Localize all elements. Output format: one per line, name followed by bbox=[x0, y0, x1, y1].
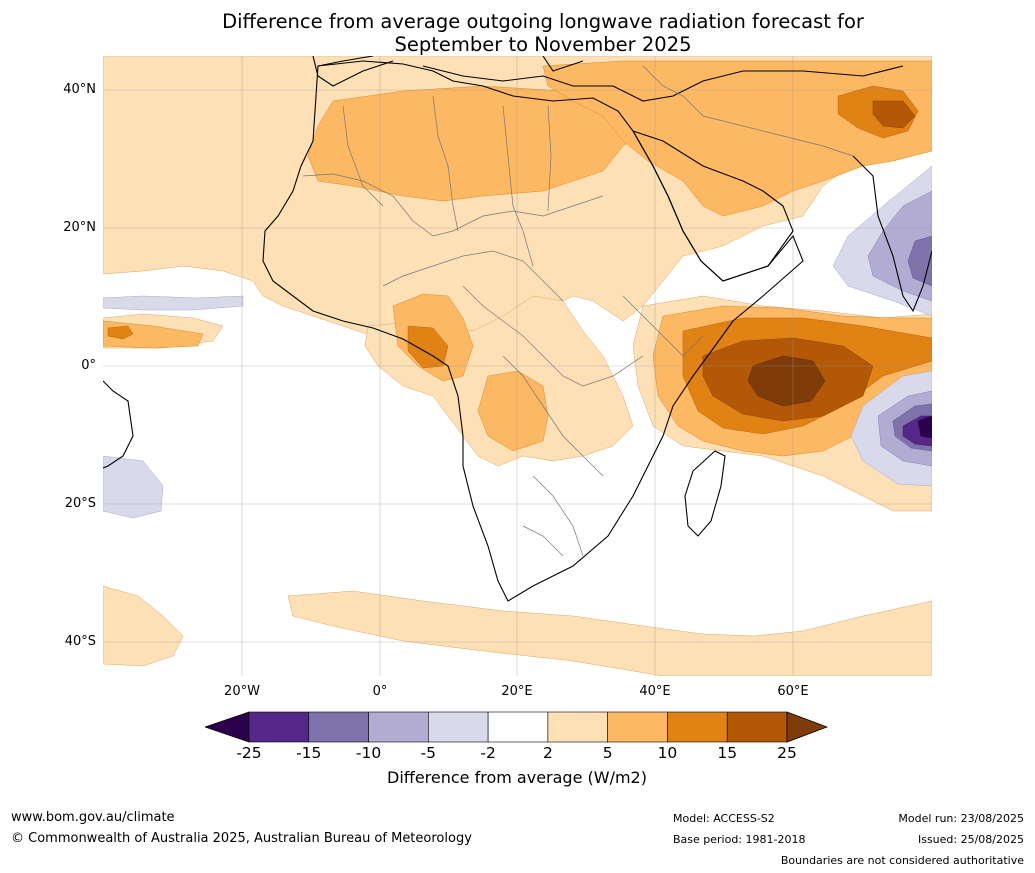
colorbar-swatch bbox=[428, 711, 489, 743]
anomaly-region-southwest-atlantic bbox=[103, 585, 184, 667]
lon-label-60e: 60°E bbox=[777, 684, 809, 699]
colorbar-swatch bbox=[368, 711, 429, 743]
south-america-coastline bbox=[103, 380, 134, 469]
graticule bbox=[103, 56, 932, 676]
footer-issued: Issued: 25/08/2025 bbox=[917, 833, 1024, 846]
title-line-1: Difference from average outgoing longwav… bbox=[222, 10, 864, 33]
lat-label-40n: 40°N bbox=[63, 82, 96, 97]
arabia-coastline bbox=[631, 130, 794, 282]
anomaly-region-equatorial-atlantic-core bbox=[107, 325, 134, 340]
lon-label-40e: 40°E bbox=[639, 684, 671, 699]
colorbar-swatch bbox=[547, 711, 608, 743]
colorbar-extension-low bbox=[203, 711, 250, 743]
colorbar-tick-label: -25 bbox=[236, 744, 262, 762]
title-line-2: September to November 2025 bbox=[394, 33, 692, 56]
map-canvas bbox=[103, 56, 932, 676]
colorbar-swatch bbox=[726, 711, 788, 743]
anomaly-region-extreme-negative bbox=[917, 415, 932, 439]
anomaly-region-iran-core bbox=[872, 100, 916, 129]
colorbar-tick-label: 10 bbox=[657, 744, 678, 762]
colorbar-tick-label: 5 bbox=[602, 744, 613, 762]
footer-base-period: Base period: 1981-2018 bbox=[673, 833, 806, 846]
map-title: Difference from average outgoing longwav… bbox=[0, 10, 1035, 56]
colorbar-tick-label: -2 bbox=[480, 744, 496, 762]
olr-anomaly-map bbox=[103, 56, 932, 676]
colorbar-tick-label: -15 bbox=[296, 744, 322, 762]
lat-label-20n: 20°N bbox=[63, 220, 96, 235]
footer-model: Model: ACCESS-S2 bbox=[673, 812, 775, 825]
lon-label-0: 0° bbox=[372, 684, 388, 699]
europe-coastline bbox=[312, 56, 584, 87]
footer-copyright: © Commonwealth of Australia 2025, Austra… bbox=[11, 831, 472, 846]
colorbar-swatch bbox=[248, 711, 310, 743]
colorbar-svg bbox=[203, 711, 829, 743]
mediterranean-coastline bbox=[317, 56, 904, 102]
footer-disclaimer: Boundaries are not considered authoritat… bbox=[780, 854, 1024, 867]
lat-label-20s: 20°S bbox=[64, 496, 96, 511]
country-borders bbox=[302, 65, 854, 557]
lat-label-equator: 0° bbox=[81, 358, 96, 373]
anomaly-region-west-african-coast bbox=[103, 295, 244, 311]
colorbar-swatch bbox=[308, 711, 369, 743]
lon-label-20e: 20°E bbox=[501, 684, 533, 699]
colorbar-label: Difference from average (W/m2) bbox=[387, 768, 647, 787]
footer-model-run: Model run: 23/08/2025 bbox=[898, 812, 1024, 825]
lon-label-20w: 20°W bbox=[224, 684, 260, 699]
colorbar-tick-label: 25 bbox=[777, 744, 797, 762]
india-coastline bbox=[852, 155, 932, 313]
colorbar-swatch bbox=[667, 711, 728, 743]
colorbar-swatch bbox=[487, 711, 549, 743]
colorbar-tick-label: -5 bbox=[420, 744, 437, 762]
colorbar-swatch bbox=[607, 711, 668, 743]
colorbar-extension-high bbox=[786, 711, 829, 743]
anomaly-region-south-atlantic bbox=[103, 455, 164, 519]
colorbar bbox=[203, 710, 831, 748]
colorbar-tick-label: 2 bbox=[542, 744, 553, 762]
colorbar-tick-label: 15 bbox=[717, 744, 738, 762]
coastlines bbox=[103, 56, 932, 602]
madagascar-coastline bbox=[684, 450, 726, 537]
footer-site-link[interactable]: www.bom.gov.au/climate bbox=[11, 810, 175, 825]
colorbar-tick-label: -10 bbox=[355, 744, 382, 762]
anomaly-region-southern-ocean bbox=[287, 590, 932, 676]
lat-label-40s: 40°S bbox=[64, 634, 96, 649]
anomaly-region-congo-basin bbox=[477, 370, 549, 452]
africa-coastline bbox=[262, 60, 804, 602]
